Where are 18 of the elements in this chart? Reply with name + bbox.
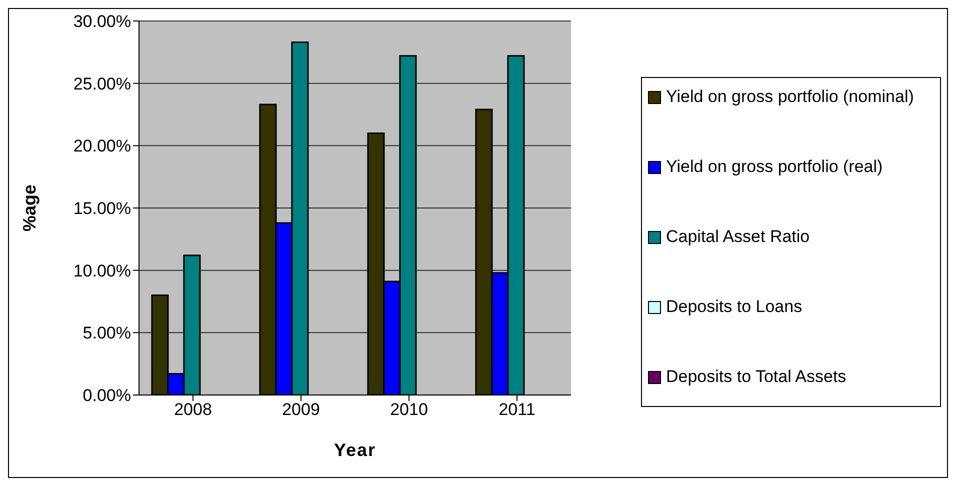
y-tick-label: 30.00% xyxy=(73,12,131,32)
x-tick-label: 2011 xyxy=(498,400,536,420)
y-tick-label: 10.00% xyxy=(73,261,131,280)
y-tick-label: 15.00% xyxy=(73,199,131,218)
y-tick-label: 20.00% xyxy=(73,136,131,156)
y-tick-label: 25.00% xyxy=(73,74,131,94)
x-tick-label: 2009 xyxy=(282,400,320,420)
x-axis-title: Year xyxy=(334,440,376,460)
legend-label: Yield on gross portfolio (nominal) xyxy=(666,86,914,107)
x-tick-label: 2008 xyxy=(174,400,212,420)
legend-label: Deposits to Loans xyxy=(666,296,802,317)
legend-label: Yield on gross portfolio (real) xyxy=(666,156,883,177)
x-tick-label: 2010 xyxy=(390,400,428,420)
legend-label: Deposits to Total Assets xyxy=(666,366,846,387)
legend-label: Capital Asset Ratio xyxy=(666,226,810,247)
y-axis-title: %age xyxy=(19,184,40,232)
y-tick-label: 5.00% xyxy=(82,324,131,343)
y-tick-label: 0.00% xyxy=(82,386,131,406)
